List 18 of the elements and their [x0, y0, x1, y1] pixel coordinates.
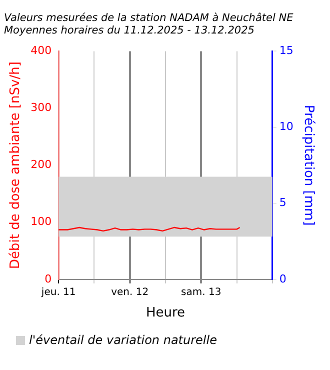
y-tick-label: 300	[30, 101, 52, 114]
y-tick-label: 100	[30, 215, 52, 228]
y-tick-label: 0	[44, 272, 52, 286]
legend-label: l'éventail de variation naturelle	[29, 333, 217, 347]
x-tick-label: jeu. 11	[40, 286, 76, 298]
y-tick-label: 200	[30, 158, 52, 172]
x-tick-label: ven. 12	[111, 286, 149, 298]
y2-tick-label: 0	[279, 272, 286, 286]
y2-tick-label: 15	[279, 44, 294, 58]
x-tick-label: sam. 13	[181, 286, 222, 298]
y2-axis-title: Précipitation [mm]	[300, 104, 316, 226]
y2-tick-label: 5	[279, 196, 286, 210]
chart-subtitle: Moyennes horaires du 11.12.2025 - 13.12.2025	[4, 24, 255, 37]
y-axis-title: Débit de dose ambiante [nSv/h]	[8, 62, 24, 270]
x-axis-title: Heure	[146, 306, 186, 321]
chart-title: Valeurs mesurées de la station NADAM à Neuchâtel NE	[4, 12, 294, 24]
y-tick-label: 400	[30, 44, 52, 58]
y2-tick-label: 10	[279, 120, 294, 134]
